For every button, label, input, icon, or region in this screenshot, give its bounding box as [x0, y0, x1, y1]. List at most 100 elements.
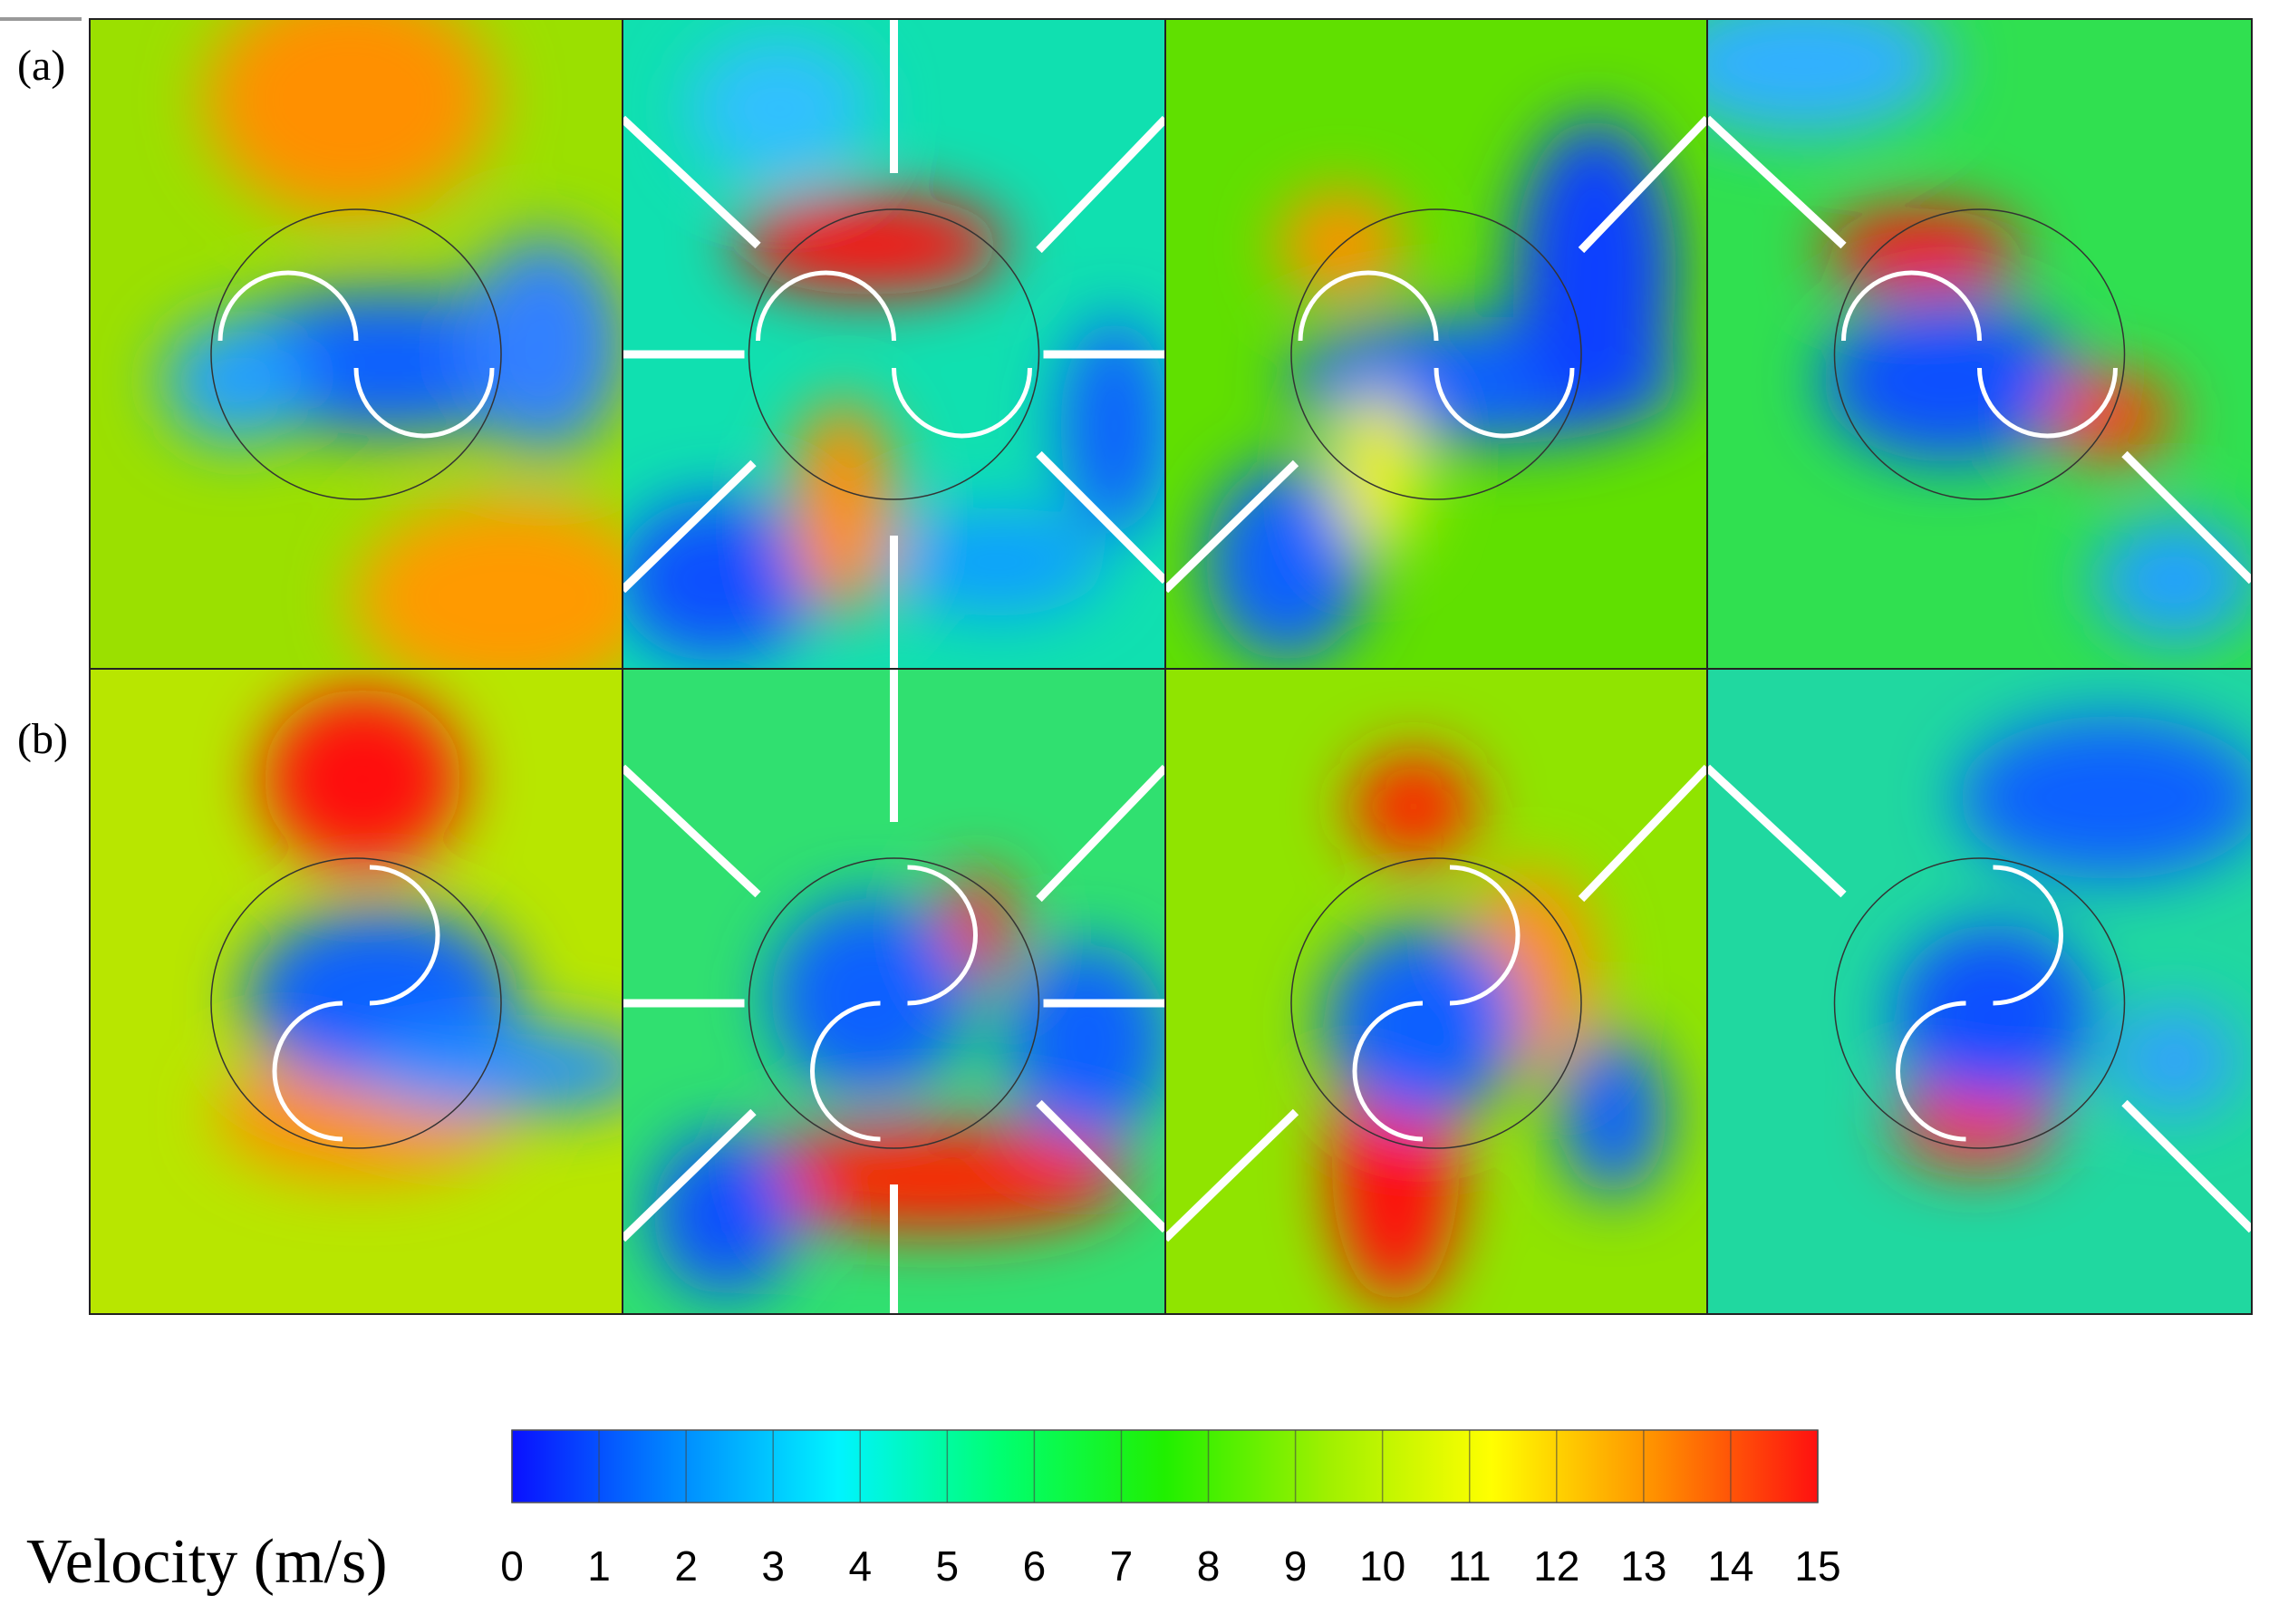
blade [217, 270, 359, 342]
panel-label: (a) [17, 42, 65, 90]
baffle [2121, 1099, 2252, 1233]
blade [1298, 270, 1439, 342]
flow-region [1957, 716, 2252, 879]
contour-panel [623, 19, 1165, 669]
baffle [2121, 450, 2252, 585]
flow-region [163, 317, 308, 444]
colorbar-scale [511, 1429, 1819, 1503]
baffle [1165, 459, 1299, 594]
colorbar-tick-label: 4 [848, 1542, 872, 1590]
flow-region [353, 1024, 623, 1115]
flow-region [652, 1133, 797, 1296]
blade [1977, 367, 2118, 439]
contour-panel [623, 669, 1165, 1314]
colorbar-tick-label: 2 [674, 1542, 698, 1590]
flow-region [1707, 19, 1948, 136]
contour-panel [1165, 19, 1707, 669]
flow-region [888, 508, 1106, 616]
colorbar: 0 1 2 3 4 5 6 7 8 9 10 11 12 13 14 15 [500, 1429, 1841, 1590]
flow-region [623, 498, 816, 662]
blade [1434, 367, 1575, 439]
contour-panel [1707, 669, 2252, 1314]
flow-region [942, 870, 1015, 979]
flow-region [1332, 390, 1423, 553]
flow-field [217, 689, 623, 1178]
flow-region [2048, 372, 2175, 462]
blade [1352, 1000, 1424, 1142]
baffle [623, 115, 761, 249]
blade [907, 865, 978, 1006]
colorbar-tick-label: 0 [500, 1542, 524, 1590]
colorbar-tick-label: 10 [1359, 1542, 1405, 1590]
flow-region [205, 19, 495, 218]
flow-region [1513, 118, 1676, 426]
blade [353, 367, 495, 439]
baffle [1578, 764, 1707, 903]
blade [756, 270, 896, 342]
colorbar-tick-label: 13 [1620, 1542, 1666, 1590]
baffle [1707, 764, 1847, 898]
blade [892, 367, 1032, 439]
rotor [756, 270, 1032, 439]
flow-region [263, 689, 462, 870]
blade [810, 1000, 881, 1142]
flow-region [770, 897, 970, 1097]
colorbar-tick-label: 8 [1197, 1542, 1221, 1590]
panels [89, 18, 2253, 1315]
baffle [1707, 115, 1847, 249]
contour-panel [1165, 669, 1707, 1314]
flow-region [1060, 317, 1165, 535]
flow-region [1559, 1033, 1667, 1196]
rotating-domain [748, 857, 1040, 1149]
colorbar-tick-label: 1 [587, 1542, 611, 1590]
colorbar-tick-label: 5 [936, 1542, 960, 1590]
flow-region [1350, 752, 1477, 861]
flow-region [1323, 924, 1522, 1124]
flow-region [734, 195, 1006, 295]
flow-region [353, 498, 623, 669]
colorbar-tick-label: 3 [761, 1542, 785, 1590]
flow-field [1894, 716, 2252, 1169]
colorbar-tick-label: 12 [1533, 1542, 1579, 1590]
flow-region [462, 236, 623, 453]
baffle [1036, 1099, 1165, 1233]
rotating-domain [748, 208, 1040, 500]
colorbar-tick-label: 14 [1707, 1542, 1753, 1590]
flow-region [1894, 924, 2093, 1106]
flow-field [652, 870, 1165, 1296]
rotor [1352, 865, 1521, 1142]
rotor [1896, 865, 2063, 1142]
rotating-domain [1833, 208, 2126, 500]
baffle [1036, 115, 1165, 254]
baffle [623, 1108, 757, 1242]
flow-region [1821, 299, 2075, 462]
baffle [1165, 1108, 1299, 1242]
flow-region [689, 36, 870, 181]
rotating-domain [1290, 857, 1582, 1149]
blade [1993, 865, 2063, 1006]
rotor [217, 270, 495, 439]
baffle [1578, 115, 1707, 254]
rotating-domain [1290, 208, 1582, 500]
panel-label: (b) [17, 715, 68, 763]
contour-panel [90, 669, 623, 1314]
flow-region [2111, 1006, 2238, 1115]
colorbar-tick-label: 11 [1448, 1542, 1492, 1590]
baffle [1036, 450, 1165, 585]
rotating-domain [1833, 857, 2126, 1149]
blade [1896, 1000, 1966, 1142]
colorbar-tick-label: 15 [1794, 1542, 1840, 1590]
flow-region [1821, 208, 2021, 290]
contour-panel [90, 19, 623, 669]
baffle [623, 459, 757, 594]
flow-region [788, 399, 897, 616]
blade [272, 1000, 343, 1142]
rotor [272, 865, 440, 1142]
rotor [1841, 270, 2118, 439]
rotor [810, 865, 978, 1142]
flow-field [1707, 19, 2252, 643]
rotating-domain [210, 208, 502, 500]
flow-region [1006, 942, 1165, 1142]
